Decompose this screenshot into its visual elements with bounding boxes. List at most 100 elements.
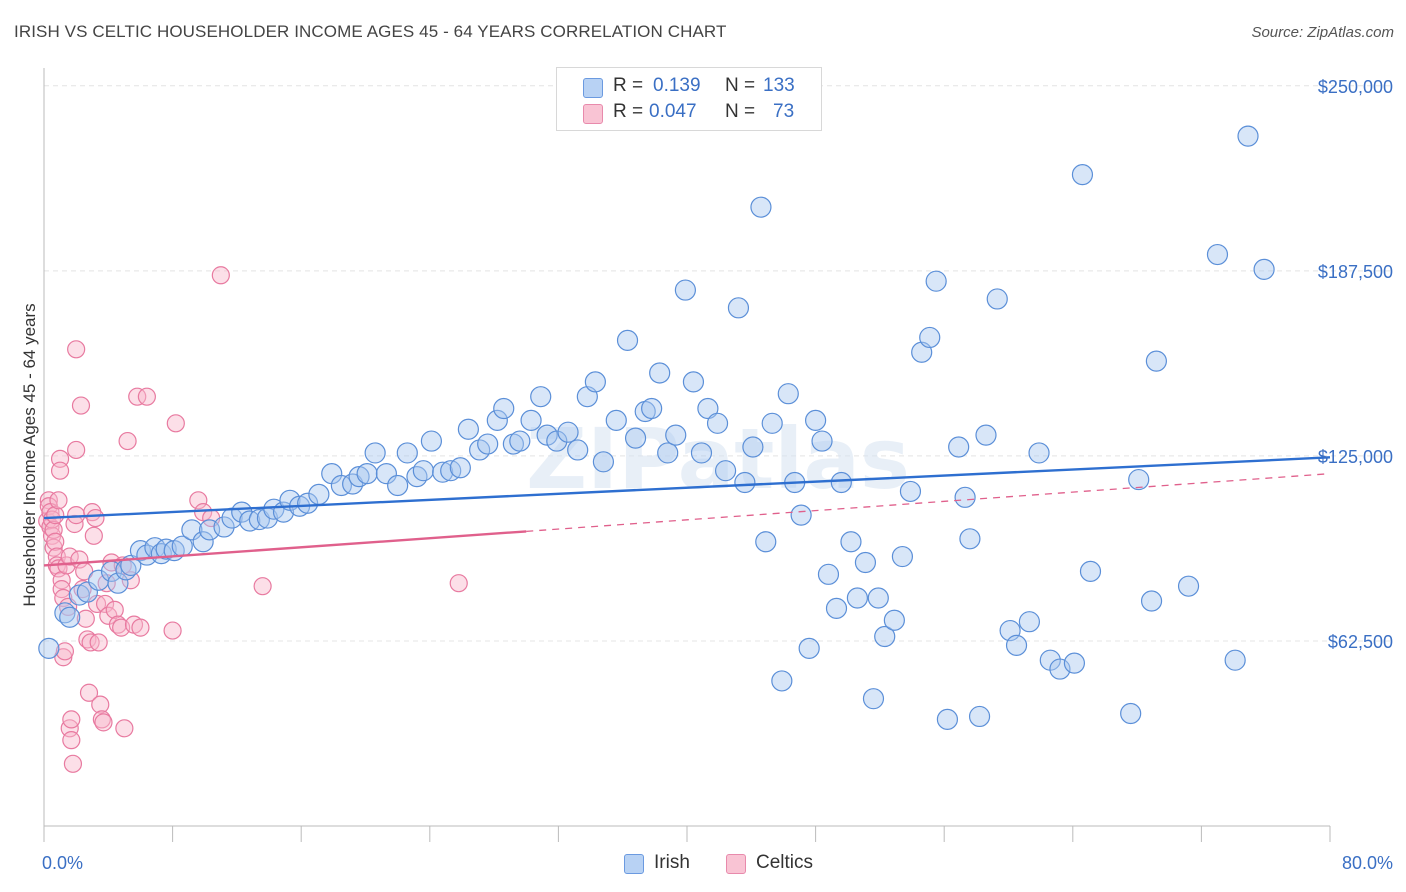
irish-point bbox=[493, 397, 515, 420]
celtics-point bbox=[118, 431, 137, 451]
irish-point bbox=[959, 528, 981, 550]
irish-point bbox=[231, 501, 253, 523]
irish-point bbox=[665, 424, 687, 446]
celtics-point bbox=[89, 633, 108, 652]
irish-point bbox=[486, 409, 508, 431]
irish-point bbox=[891, 545, 914, 568]
irish-point bbox=[968, 705, 991, 728]
celtics-swatch bbox=[583, 104, 603, 124]
celtics-point bbox=[67, 340, 86, 359]
irish-point bbox=[297, 492, 319, 514]
celtics-point bbox=[55, 642, 74, 661]
celtics-point bbox=[131, 618, 150, 637]
axes bbox=[43, 68, 1331, 842]
x-tick-labels: 0.0% 80.0% bbox=[42, 853, 1393, 873]
celtics-point bbox=[54, 588, 73, 608]
irish-point bbox=[213, 516, 235, 538]
y-tick-labels: $62,500 $125,000 $187,500 $250,000 bbox=[1318, 77, 1393, 652]
trend-lines bbox=[43, 456, 1331, 567]
celtics-point bbox=[94, 713, 113, 732]
celtics-point bbox=[84, 526, 103, 545]
celtics-point bbox=[76, 609, 95, 628]
celtics-point bbox=[78, 630, 97, 649]
irish-point bbox=[867, 587, 889, 609]
irish-r-value: 0.139 bbox=[653, 75, 701, 96]
celtics-point bbox=[86, 508, 105, 528]
irish-point bbox=[59, 606, 81, 628]
irish-point bbox=[697, 397, 719, 420]
celtics-legend-swatch bbox=[726, 854, 746, 874]
irish-point bbox=[457, 418, 479, 440]
irish-point bbox=[925, 270, 947, 292]
irish-point bbox=[817, 563, 840, 585]
irish-point bbox=[734, 471, 756, 494]
celtics-point bbox=[71, 396, 91, 415]
y-tick-label: $250,000 bbox=[1318, 77, 1393, 97]
irish-point bbox=[192, 531, 214, 553]
irish-point bbox=[546, 430, 568, 452]
celtics-point bbox=[91, 695, 110, 714]
gridlines bbox=[44, 85, 1390, 642]
irish-point bbox=[1145, 350, 1167, 372]
irish-point bbox=[690, 442, 713, 464]
irish-point bbox=[1063, 652, 1086, 674]
source-label: Source: ZipAtlas.com bbox=[1251, 24, 1394, 41]
irish-point bbox=[364, 442, 386, 464]
celtics-point bbox=[46, 532, 65, 551]
celtics-trend-extension bbox=[526, 473, 1331, 533]
irish-point bbox=[899, 480, 922, 503]
celtics-point bbox=[50, 461, 70, 480]
irish-point bbox=[657, 442, 679, 464]
celtics-point bbox=[67, 440, 86, 460]
celtics-r-value: 0.047 bbox=[649, 101, 697, 122]
irish-point bbox=[1128, 468, 1150, 491]
irish-point bbox=[68, 584, 90, 606]
irish-point bbox=[854, 551, 877, 574]
irish-point bbox=[1177, 575, 1200, 597]
irish-point bbox=[107, 572, 129, 594]
irish-point bbox=[649, 362, 671, 384]
irish-trend-line bbox=[43, 456, 1331, 520]
celtics-point bbox=[95, 594, 115, 614]
chart-title: IRISH VS CELTIC HOUSEHOLDER INCOME AGES … bbox=[14, 22, 727, 41]
irish-point bbox=[1253, 258, 1275, 280]
irish-point bbox=[1018, 611, 1040, 633]
irish-point bbox=[38, 637, 60, 659]
irish-point bbox=[1071, 163, 1094, 186]
irish-point bbox=[706, 412, 729, 434]
correlation-legend: R = 0.139 N = 133 R = 0.047 N = 73 bbox=[556, 67, 822, 131]
irish-point bbox=[1237, 125, 1259, 147]
irish-point bbox=[874, 625, 896, 648]
irish-point bbox=[530, 386, 552, 408]
irish-point bbox=[412, 460, 434, 482]
irish-point bbox=[567, 439, 589, 461]
irish-point bbox=[406, 466, 428, 488]
irish-point bbox=[919, 326, 941, 349]
irish-point bbox=[348, 466, 370, 488]
irish-point bbox=[420, 430, 443, 452]
celtics-point bbox=[62, 710, 81, 729]
irish-point bbox=[396, 442, 418, 464]
irish-point bbox=[830, 471, 852, 494]
irish-point bbox=[375, 463, 397, 485]
celtics-point bbox=[253, 577, 272, 596]
irish-point bbox=[584, 371, 606, 393]
irish-swatch bbox=[583, 78, 603, 98]
irish-n-value: 133 bbox=[763, 75, 795, 96]
celtics-point bbox=[92, 710, 111, 729]
irish-point bbox=[76, 581, 99, 603]
irish-point bbox=[674, 279, 696, 301]
irish-point bbox=[682, 371, 705, 393]
irish-point bbox=[936, 708, 959, 731]
celtics-legend-label: Celtics bbox=[756, 852, 814, 873]
irish-point bbox=[1206, 243, 1229, 266]
y-tick-label: $125,000 bbox=[1318, 447, 1393, 467]
celtics-point bbox=[105, 600, 124, 619]
irish-point bbox=[714, 460, 737, 482]
irish-point bbox=[954, 486, 976, 508]
irish-point bbox=[592, 451, 615, 473]
x-tick-label-max: 80.0% bbox=[1342, 853, 1393, 873]
irish-point bbox=[509, 430, 531, 452]
irish-legend-label: Irish bbox=[654, 852, 690, 873]
